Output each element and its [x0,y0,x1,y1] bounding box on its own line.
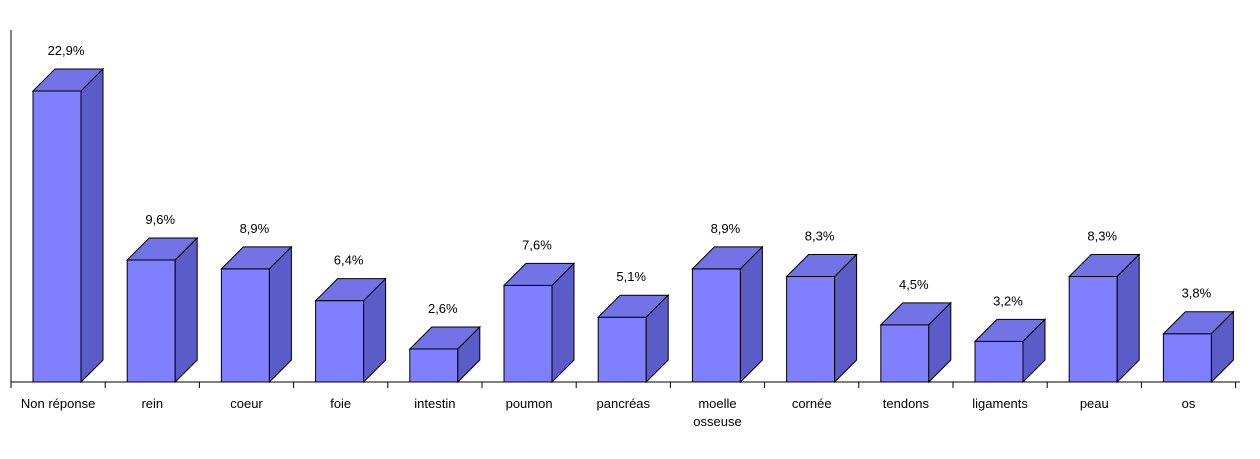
bar [220,245,293,384]
bar-front [691,268,741,383]
bar-front [32,90,82,383]
category-label: foie [330,396,351,411]
bar [691,245,764,384]
bar-side [928,301,952,384]
bar [1067,253,1141,384]
data-label: 6,4% [334,253,364,268]
bar-side [268,245,292,384]
bar-front [1068,276,1118,383]
category-label: ligaments [972,396,1028,411]
bar-side [834,253,858,384]
category-label: intestin [414,396,455,411]
category-label: pancréas [597,396,651,411]
data-label: 3,8% [1182,286,1212,301]
bar-front [126,259,176,383]
category-label: os [1182,396,1196,411]
data-label: 4,5% [899,277,929,292]
category-label: peau [1080,396,1109,411]
bar-side [1116,253,1140,384]
bar-front [409,348,459,383]
data-label: 8,9% [240,221,270,236]
bar-side [1210,310,1234,384]
data-label: 8,3% [1087,229,1117,244]
bar-front [220,268,270,383]
data-label: 22,9% [48,43,85,58]
data-label: 8,3% [805,229,835,244]
bar [502,262,576,384]
bar-side [363,277,387,384]
category-label: Non réponse [21,396,95,411]
bar [125,236,199,384]
category-label: moelle osseuse [693,396,741,429]
data-label: 9,6% [145,212,175,227]
bar [1162,310,1235,384]
bar [31,67,105,384]
bar-front [880,324,930,383]
data-label: 5,1% [616,269,646,284]
category-label: rein [141,396,163,411]
bar-front [974,340,1024,383]
bar-front [1162,333,1212,383]
bar-front [503,284,553,383]
bar-side [457,325,481,384]
bar-front [786,276,836,383]
bar [596,293,670,384]
data-label: 8,9% [711,221,741,236]
bar-front [315,300,365,383]
category-label: poumon [506,396,553,411]
bar-side [80,67,104,384]
bar [408,325,482,384]
bar [314,277,387,384]
bar-side [739,245,763,384]
data-label: 2,6% [428,301,458,316]
bar [879,301,953,384]
category-label: cornée [792,396,832,411]
bar-side [551,262,575,384]
category-label: tendons [883,396,930,411]
data-label: 3,2% [993,293,1023,308]
bar-side [1022,318,1046,384]
category-label: coeur [230,396,263,411]
bar-front [597,316,647,383]
bar [785,253,858,384]
bar [973,318,1047,384]
data-label: 7,6% [522,237,552,252]
bar-side [174,236,198,384]
bar-side [645,293,669,384]
